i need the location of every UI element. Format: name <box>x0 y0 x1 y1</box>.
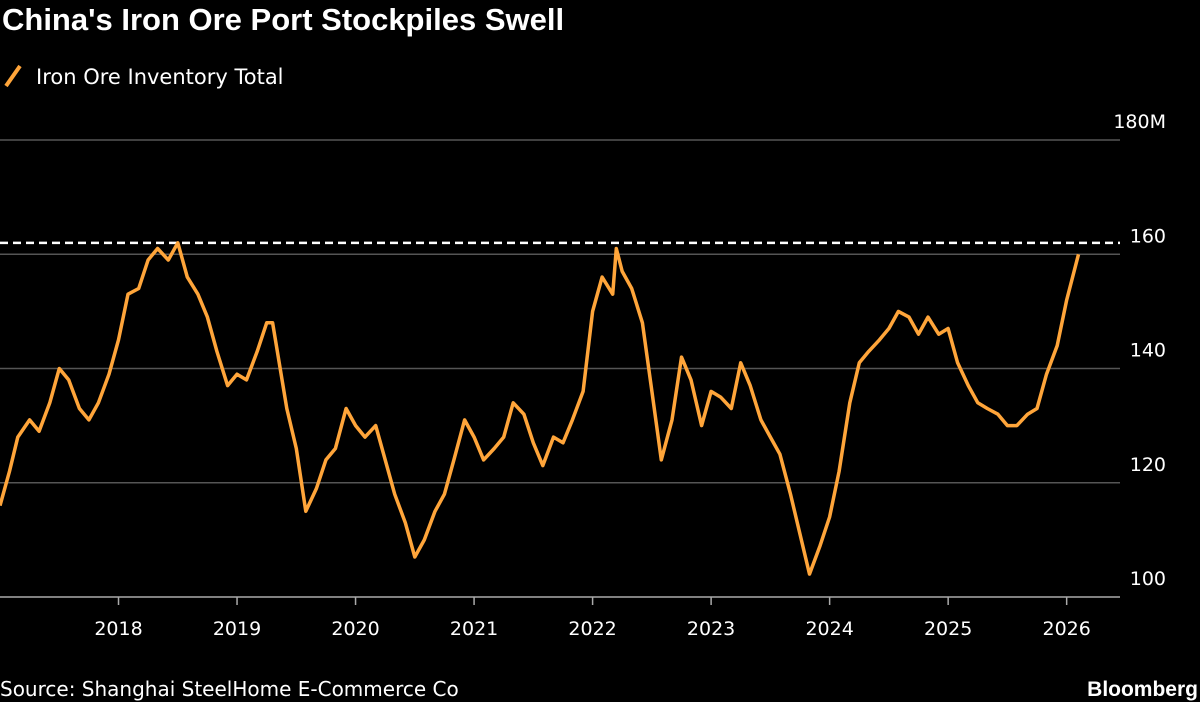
y-tick-label: 160 <box>1130 225 1166 247</box>
legend-label: Iron Ore Inventory Total <box>36 65 284 89</box>
brand: Bloomberg <box>1087 678 1198 701</box>
chart-title: China's Iron Ore Port Stockpiles Swell <box>2 2 564 37</box>
y-tick-label: 120 <box>1130 454 1166 476</box>
x-tick-label: 2021 <box>450 618 498 640</box>
y-tick-label: 140 <box>1130 340 1166 362</box>
x-tick-label: 2026 <box>1042 618 1090 640</box>
y-tick-label: 100 <box>1130 568 1166 590</box>
x-tick-label: 2018 <box>94 618 142 640</box>
y-tick-label: 180M <box>1113 111 1166 133</box>
x-tick-label: 2024 <box>805 618 853 640</box>
legend-swatch <box>4 64 22 88</box>
x-tick-label: 2019 <box>213 618 261 640</box>
series-line <box>0 241 1081 576</box>
x-tick-label: 2025 <box>924 618 972 640</box>
x-tick-label: 2020 <box>331 618 379 640</box>
source: Source: Shanghai SteelHome E-Commerce Co <box>0 677 459 701</box>
x-tick-label: 2023 <box>687 618 735 640</box>
x-tick-label: 2022 <box>568 618 616 640</box>
